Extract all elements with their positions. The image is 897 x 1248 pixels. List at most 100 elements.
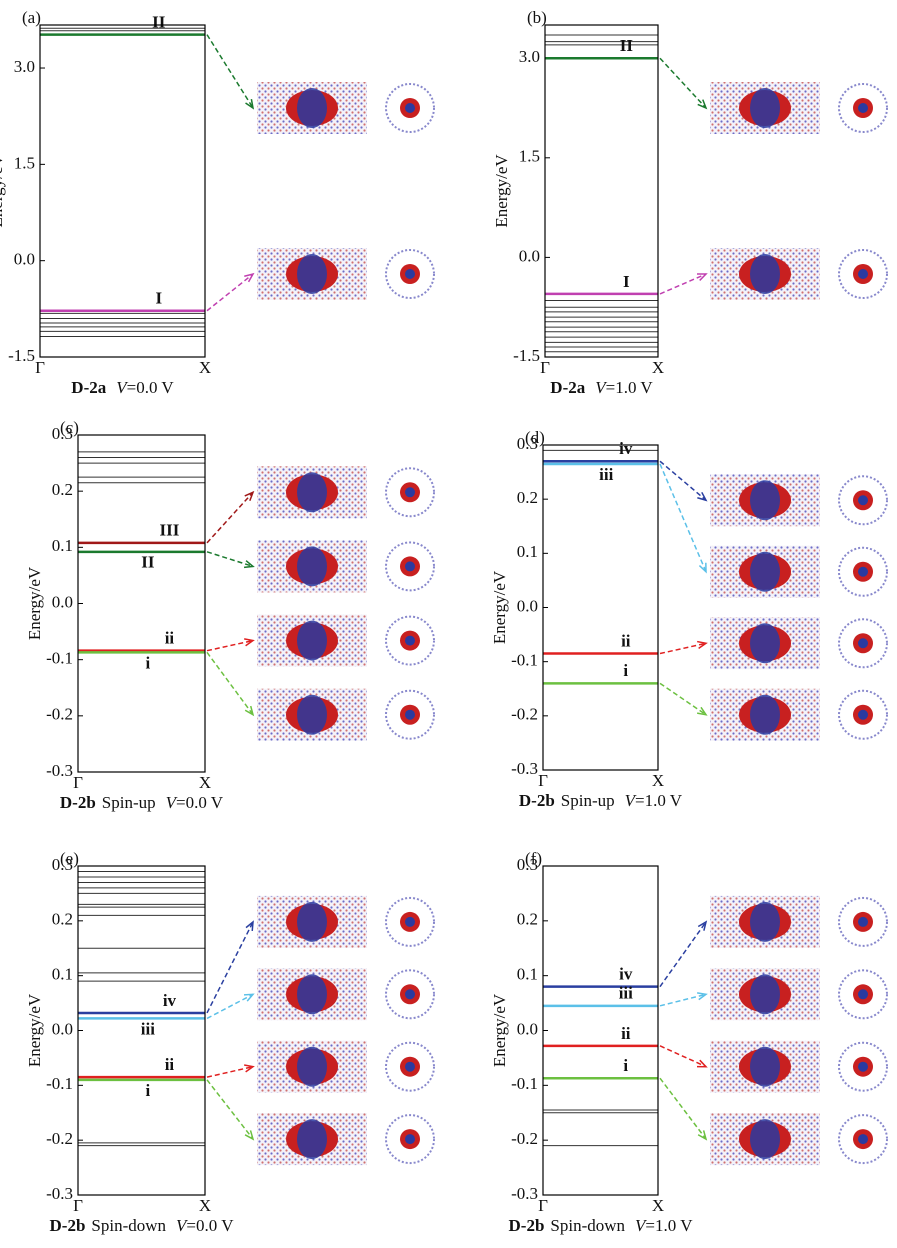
- level-label: iv: [619, 439, 633, 458]
- arrow: [207, 552, 253, 567]
- arrow: [660, 922, 706, 987]
- orbital-lobe: [405, 269, 415, 279]
- arrow: [207, 492, 253, 543]
- caption-spin: Spin-down: [550, 1216, 625, 1235]
- arrow-head: [245, 706, 253, 715]
- plot-frame: [40, 25, 205, 357]
- level-label: II: [620, 36, 634, 55]
- y-axis-label: Energy/eV: [25, 993, 44, 1067]
- caption-spin: Spin-up: [561, 791, 615, 810]
- panel-label: (b): [527, 8, 547, 27]
- orbital-lobe: [297, 695, 327, 735]
- arrow: [660, 1078, 706, 1139]
- y-tick-label: 0.0: [519, 246, 540, 265]
- level-label: I: [623, 272, 630, 291]
- orbital-lobe: [750, 480, 780, 520]
- y-axis-label: Energy/eV: [490, 570, 509, 644]
- orbital-lobe: [858, 1062, 868, 1072]
- orbital-lobe: [405, 989, 415, 999]
- caption-sample: D-2b: [509, 1216, 545, 1235]
- y-tick-label: 0.2: [517, 910, 538, 929]
- orbital-lobe: [297, 1047, 327, 1087]
- level-label: iii: [599, 465, 613, 484]
- caption: D-2aV=0.0 V: [71, 378, 174, 397]
- y-tick-label: -0.3: [46, 1184, 73, 1203]
- orbital-lobe: [405, 1134, 415, 1144]
- x-tick-label: Γ: [73, 773, 83, 792]
- caption: D-2bSpin-downV=0.0 V: [50, 1216, 235, 1235]
- orbital-lobe: [297, 88, 327, 128]
- orbital-lobe: [405, 636, 415, 646]
- x-tick-label: Γ: [540, 358, 550, 377]
- caption-sample: D-2b: [60, 793, 96, 812]
- y-tick-label: -0.2: [511, 705, 538, 724]
- y-tick-label: -0.3: [511, 759, 538, 778]
- y-tick-label: 0.3: [517, 434, 538, 453]
- y-tick-label: 0.0: [517, 596, 538, 615]
- y-tick-label: -0.2: [46, 1129, 73, 1148]
- y-tick-label: 0.0: [517, 1019, 538, 1038]
- orbital-lobe: [858, 710, 868, 720]
- y-tick-label: 0.2: [52, 910, 73, 929]
- orbital-lobe: [750, 623, 780, 663]
- arrow: [660, 464, 706, 572]
- arrow: [207, 35, 253, 108]
- level-label: ii: [165, 1055, 175, 1074]
- orbital-lobe: [858, 103, 868, 113]
- y-tick-label: 0.2: [517, 488, 538, 507]
- orbital-lobe: [858, 567, 868, 577]
- level-label: i: [623, 1056, 628, 1075]
- arrow: [207, 274, 253, 311]
- arrow-head: [246, 99, 253, 108]
- orbital-lobe: [405, 710, 415, 720]
- arrow-head: [697, 993, 706, 1000]
- level-label: III: [160, 521, 180, 540]
- x-tick-label: X: [199, 1196, 211, 1215]
- y-tick-label: -0.1: [46, 649, 73, 668]
- caption-bias-value: =0.0 V: [176, 793, 224, 812]
- y-tick-label: 0.3: [517, 855, 538, 874]
- level-label: ii: [165, 629, 175, 648]
- orbital-lobe: [858, 1134, 868, 1144]
- x-tick-label: Γ: [538, 1196, 548, 1215]
- y-tick-label: -1.5: [513, 346, 540, 365]
- level-label: iii: [141, 1019, 155, 1038]
- x-tick-label: X: [199, 773, 211, 792]
- orbital-lobe: [750, 552, 780, 592]
- orbital-lobe: [297, 546, 327, 586]
- caption-sample: D-2b: [519, 791, 555, 810]
- caption-spin: Spin-up: [102, 793, 156, 812]
- level-label: iii: [619, 984, 633, 1003]
- orbital-lobe: [405, 1062, 415, 1072]
- orbital-lobe: [297, 902, 327, 942]
- y-tick-label: 0.1: [52, 536, 73, 555]
- caption: D-2aV=1.0 V: [550, 378, 653, 397]
- arrow-head: [698, 1130, 706, 1139]
- orbital-lobe: [405, 561, 415, 571]
- orbital-lobe: [297, 621, 327, 661]
- y-tick-label: 0.2: [52, 480, 73, 499]
- y-tick-label: 0.1: [517, 965, 538, 984]
- x-tick-label: X: [652, 358, 664, 377]
- orbital-lobe: [750, 974, 780, 1014]
- caption-bias-value: =1.0 V: [635, 791, 683, 810]
- arrow: [207, 922, 253, 1013]
- plot-frame: [543, 445, 658, 770]
- y-tick-label: 1.5: [14, 153, 35, 172]
- caption-bias-value: =1.0 V: [645, 1216, 693, 1235]
- orbital-lobe: [405, 487, 415, 497]
- y-tick-label: 0.0: [52, 1019, 73, 1038]
- plot-frame: [78, 435, 205, 772]
- level-label: i: [623, 661, 628, 680]
- arrow: [660, 1046, 706, 1067]
- panel-label: (a): [22, 8, 41, 27]
- arrow: [207, 1080, 253, 1139]
- orbital-lobe: [405, 103, 415, 113]
- y-tick-label: -0.3: [46, 761, 73, 780]
- y-tick-label: 0.0: [14, 250, 35, 269]
- y-tick-label: -0.3: [511, 1184, 538, 1203]
- orbital-lobe: [858, 917, 868, 927]
- caption-bias-value: =0.0 V: [186, 1216, 234, 1235]
- y-axis-label: Energy/eV: [492, 154, 511, 228]
- arrow: [660, 58, 706, 108]
